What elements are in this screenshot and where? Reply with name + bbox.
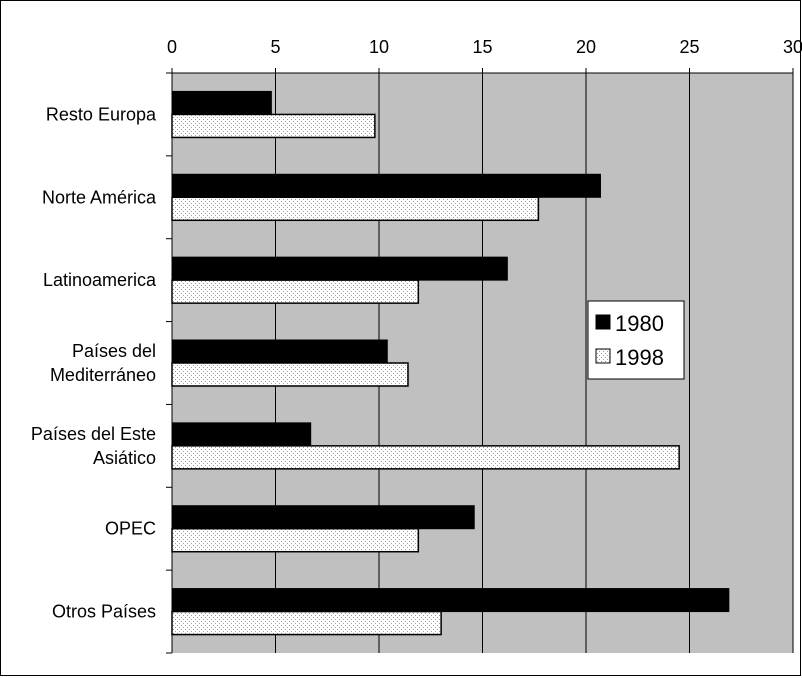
x-tick-label: 5 — [270, 37, 280, 57]
category-label: OPEC — [105, 519, 156, 539]
legend-label-1998: 1998 — [615, 345, 664, 370]
bar-1980 — [171, 256, 508, 281]
x-tick-label: 30 — [783, 37, 802, 57]
bars — [171, 90, 730, 636]
x-tick-label: 15 — [472, 37, 492, 57]
bar-1980 — [171, 90, 272, 115]
legend-swatch-1980 — [595, 314, 611, 330]
category-label: Asiático — [93, 448, 156, 468]
bar-1980 — [171, 339, 388, 364]
category-label: Mediterráneo — [50, 365, 156, 385]
bar-1998 — [171, 113, 376, 139]
x-tick-label: 0 — [167, 37, 177, 57]
x-tick-label: 25 — [679, 37, 699, 57]
category-label: Países del — [72, 341, 156, 361]
x-tick-label: 10 — [369, 37, 389, 57]
bar-1998 — [171, 527, 420, 553]
bar-1998 — [171, 196, 540, 222]
bar-1998 — [171, 610, 442, 636]
axes: 0 5 10 15 20 25 30 Resto Europa Norte América Lat… — [31, 37, 802, 654]
bar-1980 — [171, 173, 601, 198]
x-tick-label: 20 — [576, 37, 596, 57]
category-label: Otros Países — [52, 602, 156, 622]
legend-box — [587, 300, 685, 380]
category-label: Latinoamerica — [43, 270, 157, 290]
category-label: Norte América — [42, 187, 157, 207]
bar-1980 — [171, 505, 475, 530]
bar-1998 — [171, 279, 420, 304]
legend-swatch-1998 — [595, 348, 611, 364]
bar-1998 — [171, 445, 680, 470]
legend-label-1980: 1980 — [615, 311, 664, 336]
bar-1980 — [171, 422, 312, 447]
bar-1980 — [171, 588, 730, 613]
category-label: Países del Este — [31, 424, 156, 444]
bar-1998 — [171, 362, 409, 387]
category-label: Resto Europa — [46, 104, 157, 124]
legend: 1980 1998 — [587, 300, 685, 380]
